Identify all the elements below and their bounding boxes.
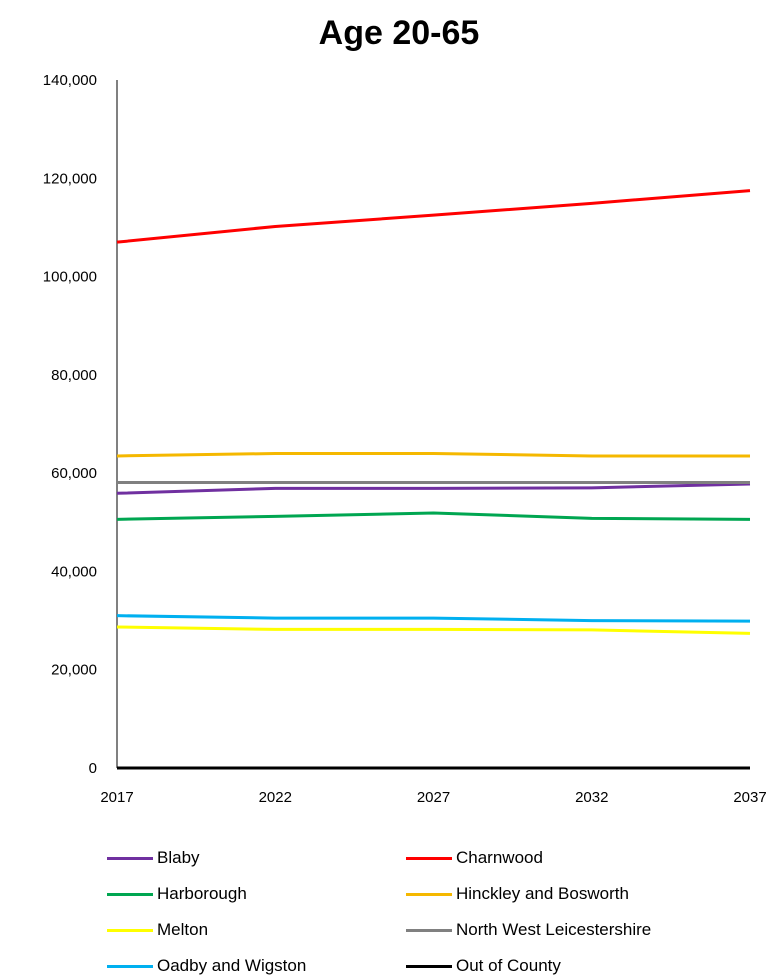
tick-labels: 0 20,000 40,000 60,000 80,000 100,000 120,000 1… [43,72,767,806]
series-line-charnwood [116,189,751,244]
chart-series [116,189,751,635]
x-tick-label: 2027 [417,789,450,806]
y-tick-label: 20,000 [51,662,97,679]
y-tick-label: 40,000 [51,563,97,580]
series-line-harborough [116,511,751,521]
chart-axes [116,80,750,770]
y-tick-label: 100,000 [43,269,97,286]
y-tick-label: 0 [89,760,97,777]
chart-title: Age 20-65 [319,14,480,52]
y-tick-label: 140,000 [43,72,97,89]
x-tick-label: 2017 [100,789,133,806]
series-line-oadby-and-wigston [116,614,751,623]
y-tick-label: 120,000 [43,170,97,187]
x-tick-label: 2032 [575,789,608,806]
series-line-blaby [116,482,751,495]
y-tick-label: 60,000 [51,465,97,482]
x-tick-label: 2037 [733,789,766,806]
x-tick-label: 2022 [259,789,292,806]
series-line-melton [116,625,751,635]
y-tick-label: 80,000 [51,367,97,384]
series-line-hinckley-and-bosworth [116,451,750,458]
